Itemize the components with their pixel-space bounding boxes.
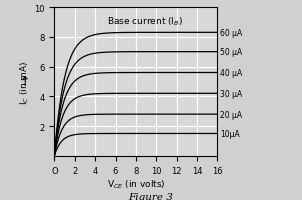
Text: 20 μA: 20 μA (220, 110, 243, 119)
X-axis label: V$_{CE}$ (in volts): V$_{CE}$ (in volts) (107, 177, 165, 190)
Text: 10μA: 10μA (220, 129, 240, 138)
Text: ↑: ↑ (20, 76, 30, 88)
Text: Figure 3: Figure 3 (129, 192, 173, 200)
Y-axis label: I$_C$ (in mA): I$_C$ (in mA) (19, 60, 31, 104)
Text: 50 μA: 50 μA (220, 48, 243, 57)
Text: 60 μA: 60 μA (220, 29, 243, 38)
Text: Base current (I$_B$): Base current (I$_B$) (107, 15, 183, 28)
Text: 30 μA: 30 μA (220, 89, 243, 98)
Text: 40 μA: 40 μA (220, 69, 243, 78)
